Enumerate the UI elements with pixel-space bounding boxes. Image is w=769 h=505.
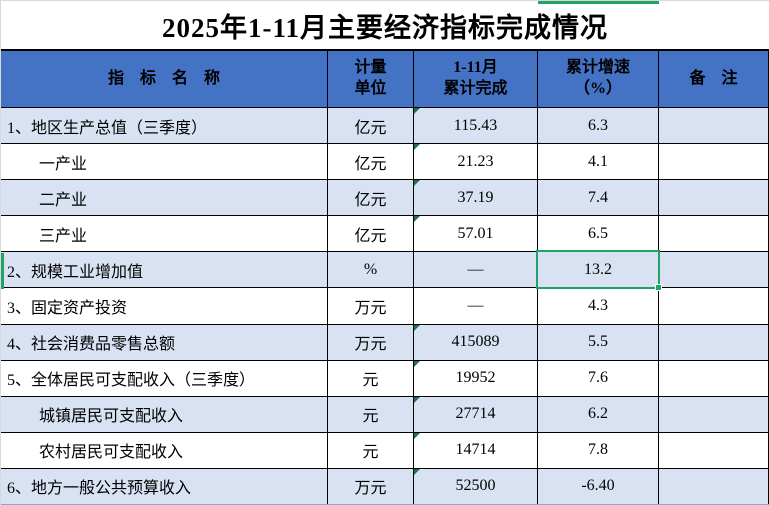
header-completed[interactable]: 1-11月 累计完成 (414, 51, 538, 107)
remark-cell[interactable] (659, 108, 769, 144)
indicator-cell[interactable]: 2、规模工业增加值 (1, 252, 328, 288)
completed-cell[interactable]: 115.43 (414, 108, 538, 144)
page-title: 2025年1-11月主要经济指标完成情况 (161, 12, 608, 43)
completed-cell[interactable]: 14714 (414, 432, 538, 468)
selected-cell-value: 13.2 (584, 260, 612, 278)
remark-cell[interactable] (659, 324, 769, 360)
growth-cell[interactable]: 7.4 (538, 180, 659, 216)
growth-cell[interactable]: 6.5 (538, 216, 659, 252)
table-header-row: 指 标 名 称 计量 单位 1-11月 累计完成 累计增速 （%） 备 注 (1, 51, 769, 108)
growth-cell[interactable]: -6.40 (538, 468, 659, 505)
remark-cell[interactable] (659, 432, 769, 468)
completed-cell[interactable]: 415089 (414, 324, 538, 360)
unit-cell[interactable]: 万元 (328, 468, 414, 505)
completed-cell[interactable]: — (414, 288, 538, 324)
growth-cell[interactable]: 4.1 (538, 144, 659, 180)
unit-cell[interactable]: 元 (328, 396, 414, 432)
table-row: 农村居民可支配收入 元 14714 7.8 (1, 432, 769, 469)
header-unit[interactable]: 计量 单位 (328, 51, 414, 107)
unit-cell[interactable]: 万元 (328, 288, 414, 324)
unit-cell[interactable]: 亿元 (328, 180, 414, 216)
header-indicator[interactable]: 指 标 名 称 (1, 51, 328, 107)
table-row: 1、地区生产总值（三季度） 亿元 115.43 6.3 (1, 108, 769, 145)
growth-cell[interactable]: 6.2 (538, 396, 659, 432)
remark-cell[interactable] (659, 396, 769, 432)
table-row: 4、社会消费品零售总额 万元 415089 5.5 (1, 324, 769, 361)
unit-cell[interactable]: % (328, 252, 414, 288)
selected-growth-cell[interactable]: 13.2 (536, 250, 662, 292)
remark-cell[interactable] (659, 216, 769, 252)
indicator-cell[interactable]: 6、地方一般公共预算收入 (1, 468, 328, 505)
growth-cell[interactable]: 4.3 (538, 288, 659, 324)
indicator-cell[interactable]: 一产业 (1, 144, 328, 180)
indicator-cell[interactable]: 三产业 (1, 216, 328, 252)
title-cell[interactable]: 2025年1-11月主要经济指标完成情况 (1, 1, 769, 51)
indicator-cell[interactable]: 4、社会消费品零售总额 (1, 324, 328, 360)
unit-cell[interactable]: 亿元 (328, 108, 414, 144)
growth-cell[interactable]: 5.5 (538, 324, 659, 360)
unit-cell[interactable]: 亿元 (328, 144, 414, 180)
completed-cell[interactable]: 27714 (414, 396, 538, 432)
table-row: 二产业 亿元 37.19 7.4 (1, 180, 769, 217)
remark-cell[interactable] (659, 252, 769, 288)
remark-cell[interactable] (659, 360, 769, 396)
fill-handle[interactable] (655, 284, 662, 292)
remark-cell[interactable] (659, 144, 769, 180)
unit-cell[interactable]: 元 (328, 432, 414, 468)
table-row: 5、全体居民可支配收入（三季度） 元 19952 7.6 (1, 360, 769, 397)
header-remark[interactable]: 备 注 (659, 51, 769, 107)
growth-cell[interactable]: 6.3 (538, 108, 659, 144)
indicator-cell[interactable]: 1、地区生产总值（三季度） (1, 108, 328, 144)
selected-column-highlight (538, 1, 659, 4)
table-row: 3、固定资产投资 万元 — 4.3 (1, 288, 769, 325)
unit-cell[interactable]: 亿元 (328, 216, 414, 252)
indicator-cell[interactable]: 3、固定资产投资 (1, 288, 328, 324)
completed-cell[interactable]: 37.19 (414, 180, 538, 216)
completed-cell[interactable]: 19952 (414, 360, 538, 396)
remark-cell[interactable] (659, 468, 769, 505)
table-row: 2、规模工业增加值 % — 13.2 (1, 250, 769, 292)
completed-cell[interactable]: — (414, 252, 538, 288)
selected-row-highlight (1, 253, 4, 289)
table-body: 1、地区生产总值（三季度） 亿元 115.43 6.3 一产业 亿元 21.23… (1, 108, 769, 505)
completed-cell[interactable]: 57.01 (414, 216, 538, 252)
table-row: 城镇居民可支配收入 元 27714 6.2 (1, 396, 769, 433)
indicator-cell[interactable]: 城镇居民可支配收入 (1, 396, 328, 432)
indicator-cell[interactable]: 5、全体居民可支配收入（三季度） (1, 360, 328, 396)
completed-cell[interactable]: 21.23 (414, 144, 538, 180)
indicator-cell[interactable]: 农村居民可支配收入 (1, 432, 328, 468)
unit-cell[interactable]: 万元 (328, 324, 414, 360)
indicator-cell[interactable]: 二产业 (1, 180, 328, 216)
remark-cell[interactable] (659, 180, 769, 216)
header-growth[interactable]: 累计增速 （%） (538, 51, 659, 107)
growth-cell[interactable]: 7.8 (538, 432, 659, 468)
unit-cell[interactable]: 元 (328, 360, 414, 396)
remark-cell[interactable] (659, 288, 769, 324)
table-row: 三产业 亿元 57.01 6.5 (1, 216, 769, 253)
table-row: 6、地方一般公共预算收入 万元 52500 -6.40 (1, 468, 769, 505)
growth-cell[interactable]: 7.6 (538, 360, 659, 396)
completed-cell[interactable]: 52500 (414, 468, 538, 505)
table-row: 一产业 亿元 21.23 4.1 (1, 144, 769, 181)
